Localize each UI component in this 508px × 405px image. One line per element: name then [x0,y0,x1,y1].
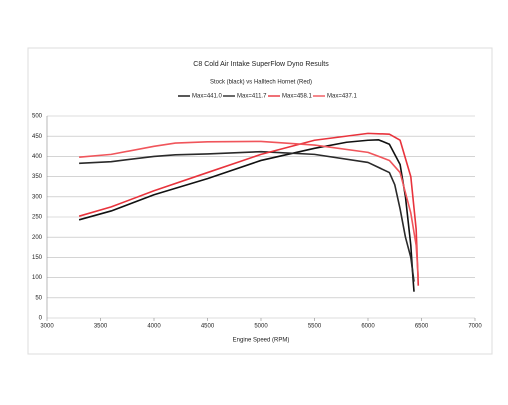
series-line [78,139,415,292]
y-tick-label: 450 [32,134,43,140]
series-line [79,150,415,282]
x-tick-label: 4000 [147,324,161,330]
legend-label: Max=441.0 [192,94,223,100]
x-tick-label: 3500 [94,324,108,330]
legend-label: Max=411.7 [237,94,267,100]
y-tick-label: 0 [39,316,43,322]
y-tick-label: 400 [32,154,43,160]
x-tick-label: 4500 [201,324,215,330]
y-tick-label: 350 [32,174,43,180]
y-tick-label: 150 [32,255,43,261]
x-tick-label: 3000 [40,324,54,330]
y-tick-label: 500 [32,114,43,120]
series-line [79,140,420,278]
y-tick-label: 200 [32,235,43,241]
chart-subtitle: Stock (black) vs Halltech Hornet (Red) [210,80,312,86]
x-tick-label: 5000 [254,324,268,330]
y-tick-label: 50 [35,295,42,301]
y-tick-label: 300 [32,194,43,200]
y-tick-label: 250 [32,215,43,221]
legend-label: Max=437.1 [327,94,358,100]
x-tick-label: 6000 [361,324,375,330]
x-tick-label: 5500 [308,324,322,330]
chart-frame [27,47,493,355]
legend-label: Max=458.1 [282,94,313,100]
chart-title: C8 Cold Air Intake SuperFlow Dyno Result… [193,61,329,68]
y-tick-label: 100 [32,275,43,281]
x-tick-label: 7000 [468,324,482,330]
x-tick-label: 6500 [415,324,429,330]
x-axis-label: Engine Speed (RPM) [233,338,290,344]
series-line [78,132,420,286]
